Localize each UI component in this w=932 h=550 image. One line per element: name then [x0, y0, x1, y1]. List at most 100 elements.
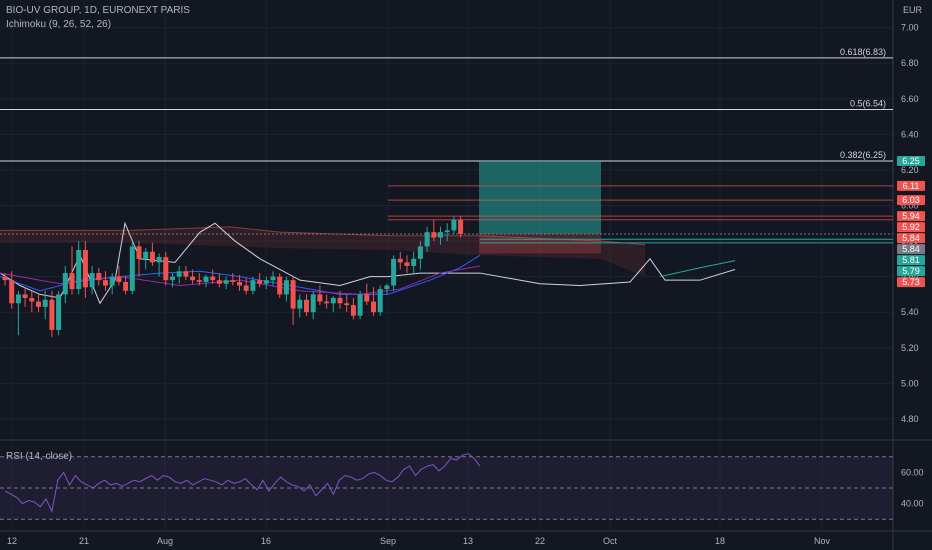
- candle-body: [324, 301, 330, 304]
- candle-body: [257, 280, 263, 284]
- candle-body: [310, 294, 316, 313]
- candle-body: [404, 262, 410, 266]
- senkou-span-b: [659, 260, 736, 278]
- price-badge: [897, 244, 925, 255]
- candle-body: [183, 271, 189, 277]
- candle-body: [210, 276, 216, 281]
- loss-zone: [479, 233, 601, 254]
- profit-zone: [479, 161, 601, 234]
- candle-body: [9, 280, 15, 304]
- price-tick-label: 6.40: [901, 129, 919, 139]
- candle-body: [377, 289, 383, 313]
- candle-body: [263, 280, 269, 284]
- candle-body: [317, 294, 323, 302]
- candle-body: [438, 232, 443, 238]
- candle-body: [250, 280, 256, 291]
- candle-body: [230, 280, 236, 282]
- fib-level-label: 0.618(6.83): [840, 47, 886, 57]
- time-tick-label: 22: [535, 536, 545, 546]
- candle-body: [163, 257, 169, 281]
- candle-body: [270, 276, 276, 281]
- candle-body: [364, 294, 370, 302]
- candle-body: [424, 232, 430, 247]
- candle-body: [451, 219, 457, 231]
- candle-body: [458, 219, 464, 234]
- candle-body: [103, 280, 108, 286]
- price-badge-label: 5.79: [902, 266, 920, 276]
- candle-body: [384, 285, 390, 290]
- candle-body: [156, 257, 162, 263]
- candle-body: [143, 251, 149, 259]
- price-tick-label: 5.60: [901, 272, 919, 282]
- price-badge: [897, 255, 925, 266]
- symbol-legend: BIO-UV GROUP, 1D, EURONEXT PARIS: [6, 5, 190, 16]
- price-tick-label: 6.20: [901, 165, 919, 175]
- rsi-legend: RSI (14, close): [6, 451, 73, 462]
- candle-body: [196, 280, 202, 282]
- candle-body: [22, 294, 28, 298]
- price-badge: [897, 266, 925, 277]
- price-tick-label: 5.40: [901, 307, 919, 317]
- price-tick-label: 6.80: [901, 58, 919, 68]
- candle-body: [96, 273, 102, 281]
- price-badge-label: 5.92: [902, 222, 920, 232]
- candle-body: [36, 301, 41, 307]
- candle-body: [223, 280, 229, 284]
- candle-body: [431, 232, 437, 238]
- time-tick-label: Oct: [603, 536, 618, 546]
- price-badge-label: 6.25: [902, 156, 920, 166]
- candle-body: [62, 273, 68, 295]
- candle-body: [243, 285, 249, 291]
- price-badge: [897, 222, 925, 233]
- price-badge: [897, 211, 925, 222]
- candle-body: [89, 273, 95, 288]
- candle-body: [170, 276, 175, 281]
- price-tick-label: 5.00: [901, 378, 919, 388]
- price-tick-label: 7.00: [901, 23, 919, 33]
- candle-body: [350, 305, 356, 316]
- candle-body: [371, 301, 376, 313]
- candle-body: [49, 299, 55, 330]
- candle-body: [136, 246, 142, 259]
- price-badge-label: 6.03: [902, 195, 920, 205]
- candle-body: [176, 271, 182, 277]
- candle-body: [277, 276, 283, 295]
- candle-body: [149, 251, 155, 263]
- candle-body: [337, 297, 343, 304]
- indicator-legend: Ichimoku (9, 26, 52, 26): [6, 19, 112, 30]
- time-tick-label: 13: [463, 536, 473, 546]
- candle-body: [411, 258, 417, 266]
- candle-body: [29, 297, 35, 302]
- candle-body: [444, 230, 450, 233]
- time-tick-label: 21: [79, 536, 89, 546]
- candle-body: [283, 280, 289, 295]
- candle-body: [123, 281, 129, 291]
- candle-body: [109, 276, 115, 286]
- candle-body: [2, 276, 8, 281]
- price-badge-label: 5.84: [902, 244, 920, 254]
- price-tick-label: 6.60: [901, 94, 919, 104]
- candle-body: [69, 273, 75, 290]
- candle-body: [397, 258, 403, 263]
- candle-body: [190, 276, 196, 281]
- candle-body: [237, 281, 242, 286]
- candle-body: [76, 249, 82, 290]
- price-badge: [897, 195, 925, 206]
- rsi-tick-label: 40.00: [901, 499, 924, 509]
- time-tick-label: Aug: [157, 536, 173, 546]
- candle-body: [357, 294, 363, 316]
- price-badge: [897, 233, 925, 244]
- candle-body: [129, 246, 135, 291]
- candle-body: [304, 299, 309, 313]
- price-tick-label: 4.80: [901, 414, 919, 424]
- price-badge-label: 5.94: [902, 211, 920, 221]
- fib-level-label: 0.5(6.54): [850, 98, 886, 108]
- rsi-tick-label: 60.00: [901, 467, 924, 477]
- price-badge-label: 5.73: [902, 277, 920, 287]
- time-tick-label: 18: [715, 536, 725, 546]
- price-badge: [897, 180, 925, 191]
- price-badge: [897, 277, 925, 288]
- senkou-span-a: [0, 226, 646, 246]
- price-badge-label: 5.84: [902, 233, 920, 243]
